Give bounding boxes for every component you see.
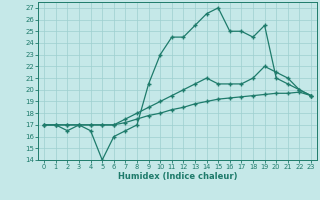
X-axis label: Humidex (Indice chaleur): Humidex (Indice chaleur): [118, 172, 237, 181]
